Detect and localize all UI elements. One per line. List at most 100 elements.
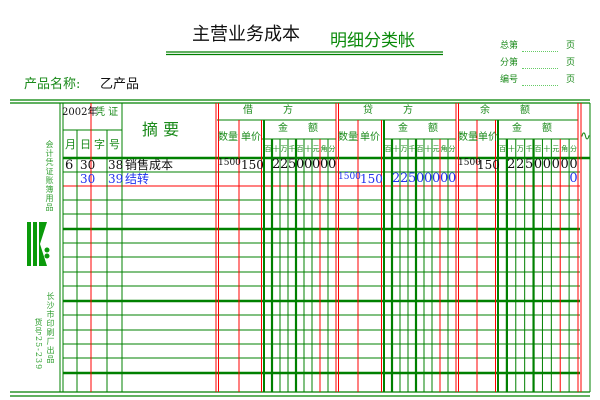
debit-digit-label: 角 [320, 145, 328, 153]
page-suffix: 页 [566, 41, 576, 51]
side-printer-text: 长沙市印刷厂出品 [46, 292, 55, 364]
balance-price-cell[interactable]: 150 [477, 158, 500, 172]
debit-price-cell[interactable]: 150 [241, 158, 264, 172]
balance-qty-cell[interactable]: 1500 [458, 158, 481, 168]
month-cell[interactable]: 6 [65, 158, 74, 173]
balance-amount-label: 金 额 [512, 123, 552, 134]
amount-digit: 0 [440, 171, 449, 186]
voucher-label: 凭 证 [95, 107, 119, 118]
credit-digit-label: 万 [400, 145, 408, 153]
credit-qty-cell[interactable]: 1500 [338, 172, 361, 182]
credit-digit-label: 十 [424, 145, 432, 153]
amount-digit: 0 [296, 157, 305, 172]
credit-price-label: 单价 [360, 132, 380, 143]
credit-digit-label: 十 [392, 145, 400, 153]
day-label: 日 [80, 138, 91, 151]
amount-digit: 0 [432, 171, 441, 186]
amount-digit: 2 [400, 171, 409, 186]
amount-digit: 0 [551, 157, 560, 172]
balance-digit-label: 百 [498, 145, 506, 153]
page-input[interactable] [522, 68, 558, 69]
page-label: 分第 [500, 58, 519, 68]
balance-digit-label: 十 [507, 145, 515, 153]
month-label: 月 [65, 138, 76, 151]
amount-digit: 2 [272, 157, 281, 172]
amount-digit: 2 [392, 171, 401, 186]
side-top-text: 会计凭证账簿用品 [45, 140, 54, 212]
page-input[interactable] [522, 85, 558, 86]
balance-digit-label: 百 [534, 145, 542, 153]
amount-digit: 5 [524, 157, 534, 172]
amount-digit: 0 [304, 157, 313, 172]
debit-digit-label: 万 [280, 145, 288, 153]
printer-logo-icon [27, 222, 50, 266]
balance-digit-label: 千 [525, 145, 533, 153]
amount-digit: 0 [312, 157, 321, 172]
credit-qty-label: 数量 [338, 132, 358, 143]
credit-digit-label: 百 [384, 145, 392, 153]
amount-digit: 0 [533, 157, 543, 172]
balance-digit-label: 元 [552, 145, 560, 153]
account-title: 主营业务成本 [192, 24, 300, 45]
summary-label: 摘 要 [142, 120, 180, 139]
amount-digit: 0 [416, 171, 425, 186]
amount-digit: 0 [328, 157, 337, 172]
debit-digit-label: 分 [328, 145, 336, 153]
amount-digit: 2 [280, 157, 289, 172]
debit-digit-label: 十 [272, 145, 280, 153]
amount-digit: 2 [507, 157, 516, 172]
summary-cell[interactable]: 销售成本 [125, 158, 174, 172]
debit-qty-cell[interactable]: 1500 [218, 158, 241, 168]
amount-digit: 5 [408, 171, 417, 186]
voucher-no-cell[interactable]: 38 [108, 158, 124, 172]
credit-digit-label: 角 [440, 145, 448, 153]
balance-digit-label: 角 [561, 145, 569, 153]
credit-digit-label: 千 [408, 145, 416, 153]
amount-digit: 0 [542, 157, 552, 172]
amount-digit: 2 [516, 157, 525, 172]
printer-logo [26, 220, 50, 268]
debit-price-label: 单价 [241, 132, 261, 143]
day-cell[interactable]: 30 [80, 158, 96, 172]
balance-digit-label: 分 [570, 145, 578, 153]
credit-price-cell[interactable]: 150 [360, 172, 383, 186]
credit-amount-label: 金 额 [398, 123, 438, 134]
direction-mark: ∿ [580, 129, 591, 144]
balance-price-label: 单价 [478, 132, 498, 143]
balance-digit-label: 万 [516, 145, 524, 153]
amount-digit: 0 [448, 171, 457, 186]
amount-digit: 5 [288, 157, 297, 172]
voucher-no-cell[interactable]: 39 [108, 172, 124, 186]
number-label: 号 [109, 138, 120, 151]
side-item-number: 货号25-239 [34, 318, 43, 371]
credit-digit-label: 元 [432, 145, 440, 153]
amount-digit: 0 [569, 171, 578, 186]
word-label: 字 [94, 138, 105, 151]
product-name-value[interactable]: 乙产品 [100, 77, 140, 92]
day-cell[interactable]: 30 [80, 172, 96, 186]
amount-digit: 0 [569, 157, 578, 172]
amount-digit: 0 [560, 157, 569, 172]
ledger-type-title: 明细分类帐 [330, 31, 415, 51]
balance-label: 余 额 [480, 105, 530, 116]
balance-digit-label: 十 [543, 145, 551, 153]
debit-label: 借 方 [243, 105, 293, 116]
debit-digit-label: 百 [264, 145, 272, 153]
page-label: 编号 [500, 75, 519, 85]
page-suffix: 页 [566, 75, 576, 85]
page-suffix: 页 [566, 58, 576, 68]
amount-digit: 0 [320, 157, 329, 172]
product-name-label: 产品名称: [24, 77, 81, 92]
credit-digit-label: 百 [416, 145, 424, 153]
credit-digit-label: 分 [448, 145, 456, 153]
debit-digit-label: 元 [312, 145, 320, 153]
debit-digit-label: 十 [304, 145, 312, 153]
page-input[interactable] [522, 51, 558, 52]
debit-digit-label: 千 [288, 145, 296, 153]
credit-label: 贷 方 [363, 105, 413, 116]
year-label: 2002年 [62, 107, 98, 118]
page-label: 总第 [500, 41, 519, 51]
summary-cell[interactable]: 结转 [125, 172, 150, 186]
amount-digit: 0 [424, 171, 433, 186]
